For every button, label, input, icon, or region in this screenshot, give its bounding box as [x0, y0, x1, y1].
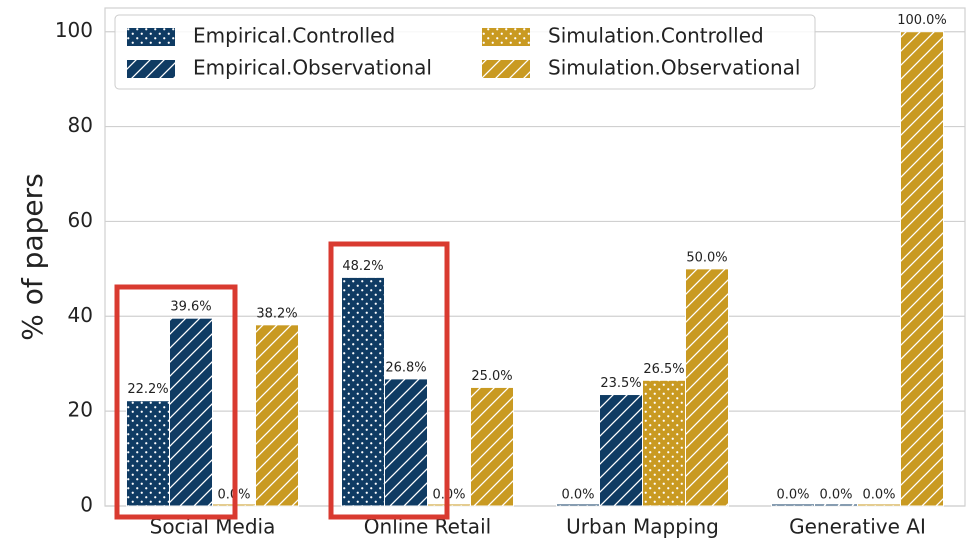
bar	[685, 268, 729, 507]
value-label: 26.5%	[643, 362, 684, 377]
legend-box	[114, 14, 816, 90]
legend-label: Empirical.Observational	[193, 56, 432, 80]
legend-swatch	[482, 60, 530, 78]
bar	[771, 503, 815, 507]
bar	[384, 378, 428, 507]
highlight-box	[328, 241, 450, 520]
legend-swatch	[127, 28, 175, 46]
value-label: 50.0%	[686, 250, 727, 265]
bar	[255, 324, 299, 507]
value-label: 22.2%	[127, 382, 168, 397]
value-label: 0.0%	[776, 488, 809, 503]
y-tick-label: 80	[68, 113, 93, 137]
bar	[599, 394, 643, 507]
bar	[900, 31, 944, 507]
bar	[556, 503, 600, 507]
y-tick-label: 100	[55, 18, 93, 42]
y-tick-label: 60	[68, 208, 93, 232]
highlight-box	[114, 284, 238, 520]
bar	[814, 503, 858, 507]
legend-label: Simulation.Controlled	[548, 24, 764, 48]
value-label: 0.0%	[819, 488, 852, 503]
value-label: 0.0%	[862, 488, 895, 503]
y-tick-label: 0	[80, 493, 93, 517]
x-tick-label: Generative AI	[789, 515, 926, 539]
value-label: 26.8%	[385, 360, 426, 375]
value-label: 25.0%	[471, 369, 512, 384]
value-label: 0.0%	[561, 488, 594, 503]
value-label: 100.0%	[897, 13, 947, 28]
bar	[169, 317, 213, 507]
legend-swatch	[127, 60, 175, 78]
bar	[126, 400, 170, 507]
plot-frame	[104, 7, 966, 507]
legend-label: Empirical.Controlled	[193, 24, 395, 48]
y-tick-label: 40	[68, 303, 93, 327]
value-label: 38.2%	[256, 306, 297, 321]
y-tick-label: 20	[68, 398, 93, 422]
y-axis-label: % of papers	[16, 173, 49, 340]
legend-swatch	[482, 28, 530, 46]
bar	[341, 276, 385, 507]
legend: Empirical.Controlled Empirical.Observatio…	[114, 14, 816, 90]
value-label: 23.5%	[600, 376, 641, 391]
value-label: 48.2%	[342, 259, 383, 274]
legend-label: Simulation.Observational	[548, 56, 801, 80]
bar	[857, 503, 901, 507]
value-label: 39.6%	[170, 300, 211, 315]
x-tick-label: Urban Mapping	[566, 515, 719, 539]
bar	[642, 379, 686, 507]
bar	[470, 386, 514, 507]
